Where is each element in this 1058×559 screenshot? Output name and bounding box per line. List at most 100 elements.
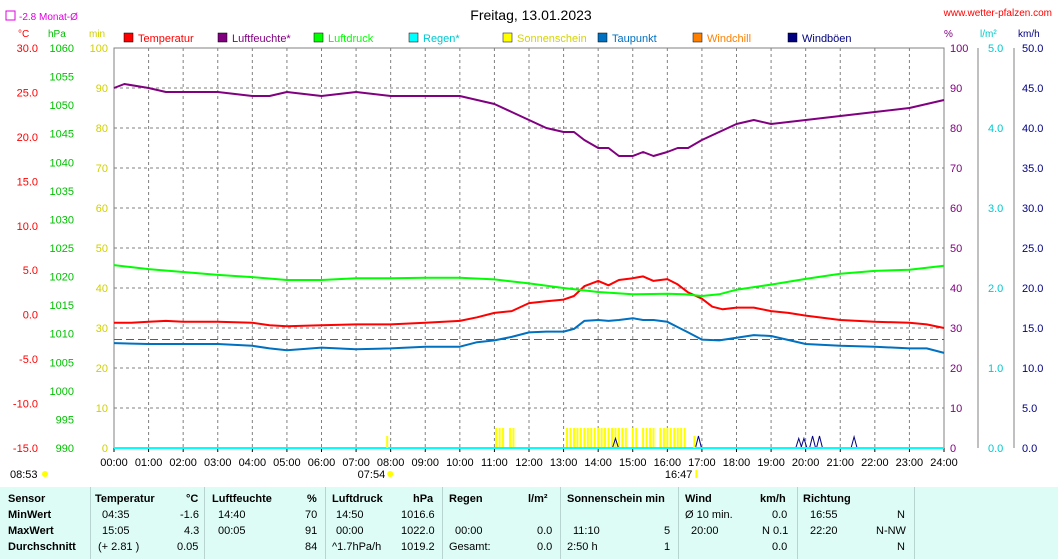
sunshine-bar xyxy=(645,428,648,448)
rain-axis-tick-label: 5.0 xyxy=(988,43,1003,55)
wind-gust-spike xyxy=(694,435,702,449)
sun-time: 11:10 xyxy=(573,525,600,537)
table-row-avg: Durchschnitt (+ 2.81 ) 0.05 84 ^1.7hPa/h… xyxy=(0,541,1058,557)
sunshine-bar xyxy=(569,428,572,448)
wind-gust-spike xyxy=(816,435,823,449)
header-sunshine: Sonnenschein min xyxy=(567,493,665,505)
legend-label: Luftfeuchte* xyxy=(232,33,291,45)
humidity-value: 91 xyxy=(305,525,318,537)
legend-label: Windböen xyxy=(802,33,852,45)
rain-unit-label: l/m² xyxy=(980,29,997,40)
sunshine-bar xyxy=(659,428,662,448)
table-divider xyxy=(204,487,205,559)
temp-time: 15:05 xyxy=(102,525,130,537)
sunshine-bar xyxy=(576,428,579,448)
wind-axis-tick-label: 20.0 xyxy=(1022,283,1043,295)
table-divider xyxy=(90,487,91,559)
sunshine-bar xyxy=(590,428,593,448)
x-axis-tick-label: 04:00 xyxy=(239,457,267,469)
rain-axis-tick-label: 4.0 xyxy=(988,123,1003,135)
wind-value: 0.0 xyxy=(772,541,788,553)
sun-axis-tick-label: 80 xyxy=(96,123,108,135)
humidity-axis-tick-label: 90 xyxy=(950,83,962,95)
temp-unit-label: °C xyxy=(18,29,29,40)
sun-axis-tick-label: 90 xyxy=(96,83,108,95)
sunshine-bar xyxy=(683,428,686,448)
temp-value: 0.05 xyxy=(177,541,199,553)
temp-axis-tick-label: 20.0 xyxy=(17,132,38,144)
rain-time: 00:00 xyxy=(455,525,483,537)
x-axis-tick-label: 22:00 xyxy=(861,457,889,469)
x-axis-tick-label: 13:00 xyxy=(550,457,578,469)
wind-unit-label: km/h xyxy=(1018,29,1040,40)
humidity-axis-tick-label: 20 xyxy=(950,363,962,375)
weather-chart: Freitag, 13.01.2023 www.wetter-pfalzen.c… xyxy=(0,0,1058,487)
table-divider xyxy=(914,487,915,559)
chart-title: Freitag, 13.01.2023 xyxy=(470,7,592,23)
direction-time: 16:55 xyxy=(810,509,838,521)
pressure-value: 1022.0 xyxy=(401,525,435,537)
series-line-taupunkt xyxy=(113,317,945,354)
pressure-axis-tick-label: 1030 xyxy=(50,214,74,226)
x-axis-tick-label: 05:00 xyxy=(273,457,301,469)
x-axis-tick-label: 09:00 xyxy=(411,457,439,469)
x-axis-tick-label: 00:00 xyxy=(100,457,128,469)
x-axis-tick-label: 08:00 xyxy=(377,457,405,469)
chart-axes: 30.0 25.0 20.0 15.0 10.0 5.0 0.0 -5.0 -10.0 -15.0… xyxy=(13,43,1044,469)
wind-axis-tick-label: 45.0 xyxy=(1022,83,1043,95)
legend-label: Taupunkt xyxy=(612,33,657,45)
humidity-value: 70 xyxy=(305,509,318,521)
table-header-row: Sensor Temperatur °C Luftfeuchte % Luftd… xyxy=(0,493,1058,509)
sunshine-bar xyxy=(666,428,669,448)
chart-legend: Temperatur Luftfeuchte* Luftdruck Regen* Son… xyxy=(123,32,852,45)
chart-background xyxy=(0,0,1058,487)
sunshine-bar xyxy=(572,428,575,448)
wind-axis-tick-label: 15.0 xyxy=(1022,323,1043,335)
x-axis-tick-label: 16:00 xyxy=(654,457,682,469)
pressure-axis-tick-label: 995 xyxy=(56,414,74,426)
sunrise-time-label: 07:54 xyxy=(358,469,386,481)
x-axis-tick-label: 06:00 xyxy=(308,457,336,469)
legend-swatch-icon xyxy=(787,32,798,43)
sun-value: 1 xyxy=(664,541,671,553)
pressure-axis-tick-label: 1010 xyxy=(50,329,74,341)
direction-value: N-NW xyxy=(876,525,906,537)
series-line-temperatur xyxy=(114,275,945,329)
sun-time-markers: 07:54 16:47 08:53 xyxy=(10,436,698,481)
monthly-avg-label: -2.8 Monat-Ø xyxy=(19,12,78,23)
temp-axis-tick-label: 15.0 xyxy=(17,176,38,188)
sun-axis-tick-label: 50 xyxy=(96,243,108,255)
pressure-axis-tick-label: 1040 xyxy=(50,157,74,169)
sun-icon xyxy=(387,471,394,477)
legend-swatch-icon xyxy=(217,32,228,43)
header-pressure: Luftdruck xyxy=(332,493,383,505)
row-label: MaxWert xyxy=(8,525,54,537)
rain-value: 0.0 xyxy=(537,541,553,553)
header-rain: Regen xyxy=(449,493,483,505)
sunset-icon xyxy=(695,470,698,478)
website-label: www.wetter-pfalzen.com xyxy=(943,8,1052,19)
x-axis-tick-label: 14:00 xyxy=(584,457,612,469)
sunshine-bar xyxy=(649,428,652,448)
table-row-min: MinWert 04:35 -1.6 14:40 70 14:50 1016.6… xyxy=(0,509,1058,525)
sunshine-bar xyxy=(607,428,610,448)
pressure-axis-tick-label: 1060 xyxy=(50,43,74,55)
sun-axis-tick-label: 0 xyxy=(102,443,108,455)
row-label: Durchschnitt xyxy=(8,541,76,553)
wind-axis-tick-label: 50.0 xyxy=(1022,43,1043,55)
legend-swatch-icon xyxy=(692,32,703,43)
rain-axis-tick-label: 2.0 xyxy=(988,283,1003,295)
sunshine-bar xyxy=(508,428,511,448)
x-axis-tick-label: 24:00 xyxy=(930,457,958,469)
legend-label: Temperatur xyxy=(138,33,194,45)
header-humidity-unit: % xyxy=(307,493,317,505)
wind-time: 20:00 xyxy=(691,525,719,537)
legend-swatch-icon xyxy=(597,32,608,43)
legend-swatch-icon xyxy=(123,32,134,43)
stats-table: Sensor Temperatur °C Luftfeuchte % Luftd… xyxy=(0,487,1058,559)
sunshine-bar xyxy=(611,428,613,448)
pressure-axis-tick-label: 1055 xyxy=(50,72,74,84)
temp-axis-tick-label: -15.0 xyxy=(13,443,38,455)
sunshine-bar xyxy=(586,428,589,448)
legend-swatch-icon xyxy=(408,32,419,43)
